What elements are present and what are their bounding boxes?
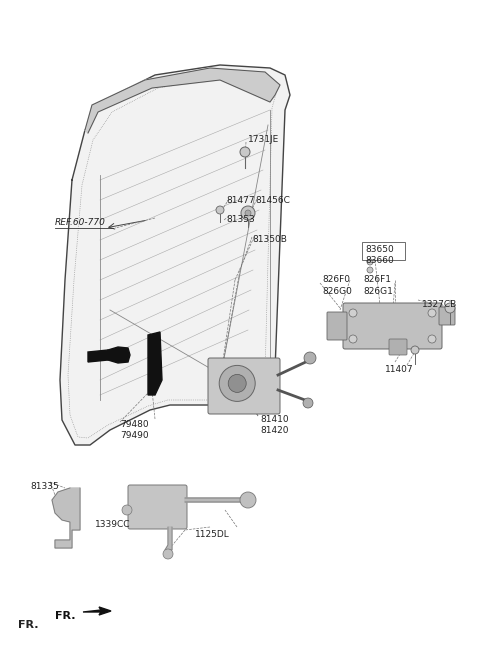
FancyBboxPatch shape	[208, 358, 280, 414]
Polygon shape	[52, 488, 80, 548]
Circle shape	[349, 335, 357, 343]
Text: 81350B: 81350B	[252, 235, 287, 244]
Circle shape	[411, 346, 419, 354]
Polygon shape	[165, 527, 172, 550]
Text: 81477: 81477	[226, 196, 254, 205]
Polygon shape	[108, 347, 130, 363]
Circle shape	[303, 398, 313, 408]
Circle shape	[304, 352, 316, 364]
Circle shape	[428, 309, 436, 317]
FancyBboxPatch shape	[343, 303, 442, 349]
FancyBboxPatch shape	[439, 307, 455, 325]
FancyBboxPatch shape	[389, 339, 407, 355]
Text: 81456C: 81456C	[255, 196, 290, 205]
Polygon shape	[88, 350, 108, 362]
Text: 81420: 81420	[260, 426, 288, 435]
Text: 11407: 11407	[385, 365, 414, 374]
Text: 81335: 81335	[30, 482, 59, 491]
Text: FR.: FR.	[55, 611, 75, 621]
Text: REF.60-770: REF.60-770	[55, 218, 106, 227]
Circle shape	[240, 492, 256, 508]
Text: 826F1: 826F1	[363, 275, 391, 284]
Polygon shape	[185, 495, 250, 505]
Polygon shape	[148, 332, 162, 395]
FancyBboxPatch shape	[128, 485, 187, 529]
FancyBboxPatch shape	[327, 312, 347, 340]
Text: 826F0: 826F0	[322, 275, 350, 284]
Text: 1327CB: 1327CB	[422, 300, 457, 309]
Circle shape	[245, 210, 251, 216]
Text: 826G1: 826G1	[363, 287, 393, 296]
Circle shape	[349, 309, 357, 317]
Circle shape	[240, 147, 250, 157]
Text: 83660: 83660	[365, 256, 394, 265]
Circle shape	[122, 505, 132, 515]
Circle shape	[241, 206, 255, 220]
Text: FR.: FR.	[18, 620, 38, 630]
Text: 81410: 81410	[260, 415, 288, 424]
Circle shape	[228, 374, 246, 392]
Polygon shape	[60, 65, 290, 445]
Text: 81353: 81353	[226, 215, 255, 224]
Polygon shape	[85, 68, 280, 133]
Circle shape	[216, 206, 224, 214]
Bar	[362, 242, 405, 260]
Text: 1731JE: 1731JE	[248, 135, 279, 144]
Circle shape	[219, 365, 255, 401]
Circle shape	[367, 259, 373, 265]
Text: 826G0: 826G0	[322, 287, 352, 296]
Text: 1339CC: 1339CC	[95, 520, 131, 529]
Circle shape	[445, 303, 455, 313]
Circle shape	[163, 549, 173, 559]
Text: 83650: 83650	[365, 245, 394, 254]
Text: 79480: 79480	[120, 420, 149, 429]
Text: 79490: 79490	[120, 431, 149, 440]
Circle shape	[367, 267, 373, 273]
Polygon shape	[83, 607, 111, 615]
Text: 1125DL: 1125DL	[195, 530, 230, 539]
Circle shape	[428, 335, 436, 343]
